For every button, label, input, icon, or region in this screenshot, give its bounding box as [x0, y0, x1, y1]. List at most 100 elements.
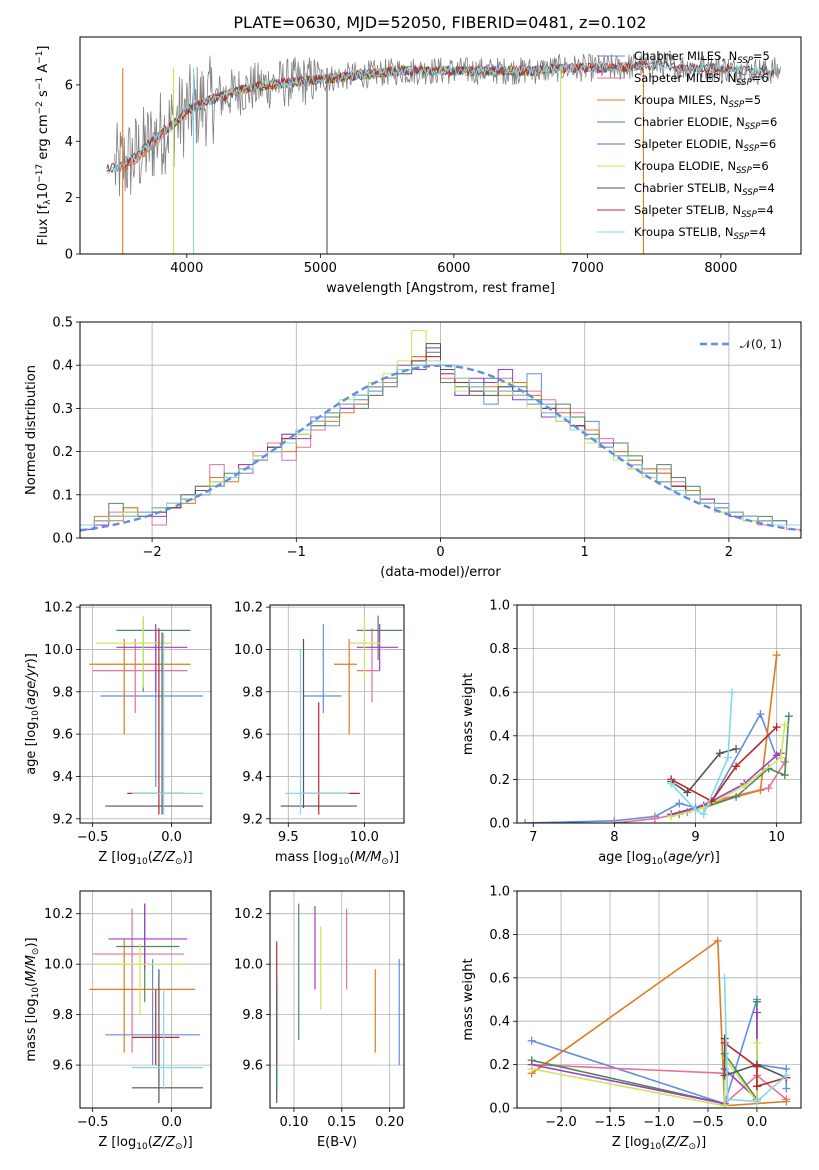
y-tick-label: 0.2 [489, 1058, 510, 1073]
errorbar-salpeter-stelib [303, 702, 360, 815]
x-tick-label: −0.5 [77, 830, 109, 845]
mass-vs-ebv-frame [269, 890, 405, 1109]
y-tick-label: 0.2 [489, 773, 510, 788]
x-tick-label: 0.0 [747, 1115, 768, 1130]
errorbar-chabrier-miles [105, 959, 200, 1066]
age-vs-mass-plot-area [280, 615, 403, 815]
age-vs-z-frame [79, 604, 212, 824]
legend-label-kroupa-stelib: Kroupa STELIB, NSSP=4 [634, 225, 766, 242]
age-vs-mass-axes: 9.5 10.0 9.2 9.4 9.6 9.8 10.0 10.2 mass [log10(M… [234, 601, 405, 867]
mass-vs-z-y-axis-label: mass [log10(M/M⊙)] [24, 937, 41, 1061]
y-tick-label: 0.2 [52, 445, 73, 460]
residuals-axes: −2 −1 0 1 2 0.0 0.1 0.2 0.3 0.4 0.5 (data-model)/er… [24, 316, 802, 580]
mass-weight-vs-z-x-axis-label: Z [log10(Z/Z⊙)] [612, 1135, 706, 1152]
weight-marker-chabrier-miles [782, 1084, 791, 1093]
x-tick-label: 10.0 [350, 830, 379, 845]
age-vs-z-x-axis-label: Z [log10(Z/Z⊙)] [98, 850, 192, 867]
weight-line-kroupa-miles [531, 939, 787, 1107]
y-tick-label: 10.2 [44, 601, 73, 616]
x-tick-label: −2 [143, 545, 162, 560]
y-tick-label: 10.0 [44, 643, 73, 658]
y-tick-label: 2 [65, 191, 73, 206]
x-tick-label: −1.5 [594, 1115, 626, 1130]
y-tick-label: 1.0 [489, 885, 510, 900]
y-tick-label: 9.4 [242, 770, 263, 785]
figure-title: PLATE=0630, MJD=52050, FIBERID=0481, z=0… [233, 13, 646, 32]
weight-marker-kroupa-elodie [780, 720, 789, 729]
x-tick-label: 5000 [304, 261, 337, 276]
mass-weight-vs-age-axes: 7 8 9 10 0.0 0.2 0.4 0.6 0.8 1.0 age [log10(age/yr… [461, 599, 802, 867]
weight-marker-kroupa-miles [756, 786, 765, 795]
weight-marker-kroupa-stelib [720, 973, 729, 982]
mass-weight-vs-age-y-axis-label: mass weight [461, 673, 476, 755]
weight-marker-kroupa-stelib [699, 810, 708, 819]
spectrum-x-axis-label: wavelength [Angstrom, rest frame] [326, 281, 555, 296]
spectrum-legend: Chabrier MILES, NSSP=5 Salpeter MILES, NS… [597, 49, 777, 242]
weight-marker-chabrier-elodie [752, 997, 761, 1006]
weight-marker-kroupa-stelib [723, 1095, 732, 1104]
age-vs-z-axes: −0.5 0.0 9.2 9.4 9.6 9.8 10.0 10.2 Z [log10(Z/Z⊙… [24, 601, 212, 867]
weight-marker-salpeter-miles [610, 819, 619, 823]
legend-label-salpeter-miles: Salpeter MILES, NSSP=6 [634, 71, 769, 88]
y-tick-label: 0.5 [52, 316, 73, 331]
normal-curve [80, 364, 801, 532]
weight-marker-chabrier-elodie [732, 792, 741, 801]
weight-marker-kroupa-stelib [667, 779, 676, 788]
weight-marker-salpeter-stelib [752, 1062, 761, 1071]
weight-line-salpeter-stelib [670, 726, 778, 803]
mass-vs-z-axes: −0.5 0.0 9.6 9.8 10.0 10.2 Z [log10(Z/Z⊙)] mass… [24, 890, 212, 1152]
x-tick-label: −1 [287, 545, 306, 560]
x-tick-label: 6000 [437, 261, 470, 276]
errorbar-chabrier-stelib [132, 969, 204, 1103]
y-tick-label: 0.4 [489, 729, 510, 744]
mass-vs-ebv-plot-area [276, 903, 400, 1103]
mass-weight-vs-age-frame [516, 604, 802, 824]
spectrum-y-axis-label: Flux [fλ10−17 erg cm−2 s−1 A−1] [35, 46, 53, 246]
spectrum-frame [79, 36, 802, 255]
x-tick-label: 0.20 [375, 1115, 404, 1130]
mass-vs-ebv-x-axis-label: E(B-V) [317, 1135, 357, 1150]
weight-marker-salpeter-miles [650, 814, 659, 823]
y-tick-label: 9.8 [242, 685, 263, 700]
errorbar-salpeter-elodie [108, 903, 188, 970]
y-tick-label: 0.4 [52, 359, 73, 374]
weight-marker-kroupa-miles [713, 936, 722, 945]
y-tick-label: 10.2 [234, 907, 263, 922]
x-tick-label: 7000 [571, 261, 604, 276]
age-vs-z-y-axis-label: age [log10(age/yr)] [24, 653, 41, 775]
errorbar-kroupa-stelib [285, 649, 350, 815]
errorbar-salpeter-elodie [116, 624, 188, 692]
weight-marker-kroupa-elodie [667, 812, 676, 821]
x-tick-label: 0.10 [279, 1115, 308, 1130]
weight-marker-kroupa-stelib [752, 1097, 761, 1106]
mass-weight-vs-z-y-axis-label: mass weight [461, 958, 476, 1040]
x-tick-label: 0.0 [161, 1115, 182, 1130]
weight-line-chabrier-stelib [723, 1038, 787, 1079]
errorbar-chabrier-elodie [116, 617, 191, 692]
age-vs-mass-frame [269, 604, 405, 824]
legend-label-kroupa-miles: Kroupa MILES, NSSP=5 [634, 93, 761, 110]
y-tick-label: 0.8 [489, 642, 510, 657]
x-tick-label: −2.0 [545, 1115, 577, 1130]
weight-marker-chabrier-miles [521, 819, 530, 823]
mass-weight-vs-z-plot-area [527, 936, 791, 1108]
mass-vs-ebv-axes: 0.10 0.15 0.20 9.6 9.8 10.0 10.2 E(B-V) [234, 890, 405, 1150]
x-tick-label: 10 [768, 830, 785, 845]
weight-marker-kroupa-miles [782, 1097, 791, 1106]
errorbar-salpeter-miles [356, 628, 380, 703]
errorbar-kroupa-elodie [349, 617, 380, 682]
weight-marker-salpeter-elodie [752, 1008, 761, 1017]
x-tick-label: 0.0 [161, 830, 182, 845]
age-vs-mass-x-axis-label: mass [log10(M/M⊙)] [275, 850, 399, 867]
weight-line-kroupa-stelib [723, 977, 787, 1103]
y-tick-label: 10.2 [234, 601, 263, 616]
weight-line-chabrier-stelib [670, 748, 737, 794]
spectrum-plot-area [106, 51, 781, 254]
weight-marker-kroupa-stelib [723, 753, 732, 762]
y-tick-label: 9.6 [242, 1059, 263, 1074]
weight-marker-salpeter-stelib [752, 1082, 761, 1091]
weight-marker-salpeter-stelib [732, 762, 741, 771]
weight-marker-chabrier-miles [527, 1036, 536, 1045]
residuals-x-axis-label: (data-model)/error [380, 565, 501, 580]
y-tick-label: 0 [65, 248, 73, 263]
